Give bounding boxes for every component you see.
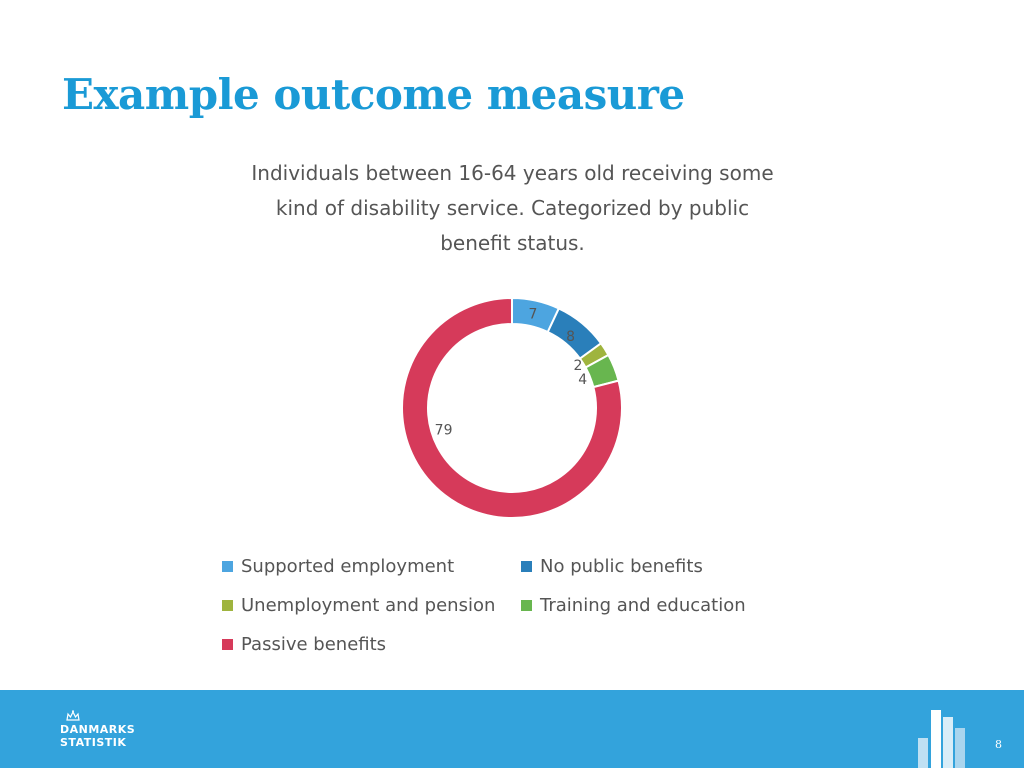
donut-slices [401,296,623,519]
data-label: 2 [573,358,582,374]
legend-item-unemployment-and-pension: Unemployment and pension [222,594,521,616]
legend-swatch [222,599,233,611]
footer-bar: DANMARKS STATISTIK 8 [0,690,1024,768]
legend-label: Training and education [540,594,746,616]
data-label: 8 [566,329,575,345]
crown-icon [66,710,80,721]
legend-label: Supported employment [241,555,455,577]
legend-item-no-public-benefits: No public benefits [521,555,802,577]
legend-label: Unemployment and pension [241,594,496,616]
chart-legend: Supported employment No public benefits … [222,555,802,655]
danmarks-statistik-logo: DANMARKS STATISTIK [60,710,135,749]
data-label: 4 [578,372,587,388]
bar-graphic-icon [918,710,965,768]
legend-label: Passive benefits [241,633,387,655]
page-number: 8 [995,738,1002,751]
donut-data-labels: 7 8 24 79 [435,306,588,438]
legend-swatch [222,638,233,650]
data-label: 7 [528,306,537,322]
chart-title: Individuals between 16-64 years old rece… [251,161,774,255]
logo-line-2: STATISTIK [60,736,127,749]
legend-item-supported-employment: Supported employment [222,555,521,577]
donut-chart: 7 8 24 79 [401,296,623,519]
legend-label: No public benefits [540,555,703,577]
slide-title: Example outcome measure [62,70,685,119]
legend-swatch [521,560,532,572]
logo-line-1: DANMARKS [60,723,136,736]
legend-swatch [222,560,233,572]
legend-item-passive-benefits: Passive benefits [222,633,521,655]
data-label: 79 [435,422,453,438]
legend-swatch [521,599,532,611]
donut-slice-passive-benefits [401,296,623,519]
legend-item-training-and-education: Training and education [521,594,802,616]
